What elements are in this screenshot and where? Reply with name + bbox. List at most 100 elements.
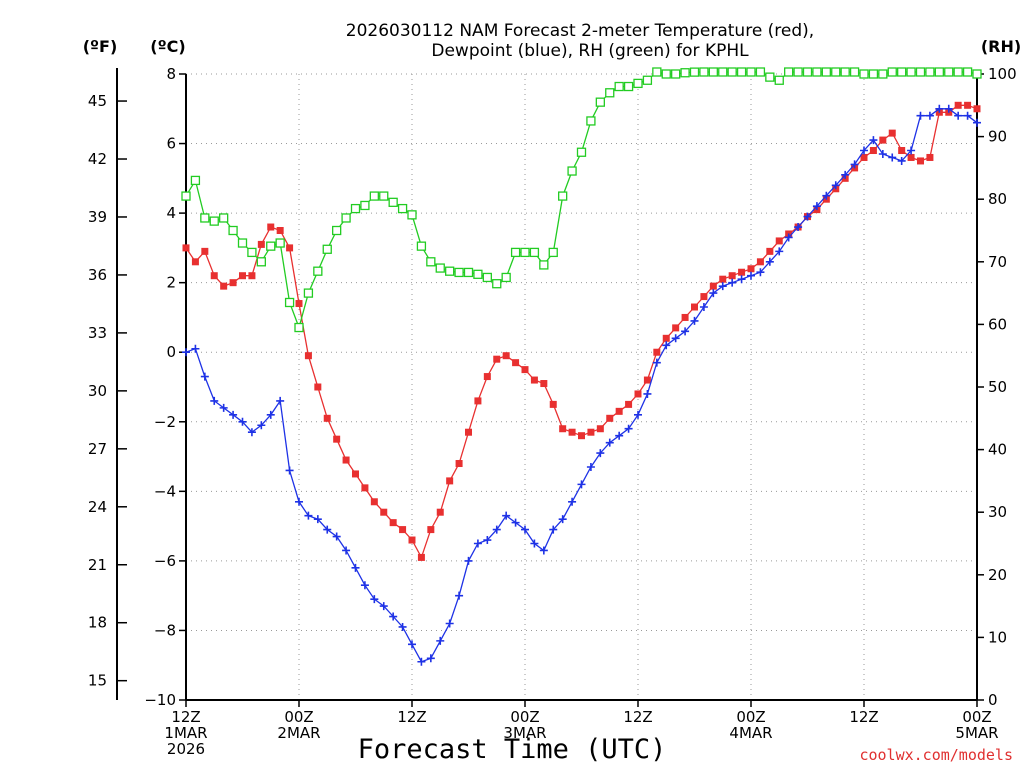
temperature-point: [879, 136, 887, 144]
dewpoint-point: [351, 563, 360, 572]
temperature-point: [700, 293, 708, 301]
dewpoint-point: [850, 160, 859, 169]
dewpoint-point: [398, 622, 407, 631]
time-tick-label-line: 00Z: [962, 708, 991, 726]
rh-point: [944, 67, 954, 77]
dewpoint-point: [662, 341, 671, 350]
temperature-point: [606, 414, 614, 422]
dewpoint-point: [238, 417, 247, 426]
rh-point: [435, 263, 445, 273]
dewpoint-point: [671, 334, 680, 343]
rh-point: [181, 191, 191, 201]
rh-tick-label: 50: [988, 378, 1007, 396]
rh-point: [219, 213, 229, 223]
rh-point: [699, 67, 709, 77]
dewpoint-point: [803, 212, 812, 221]
dewpoint-point: [784, 233, 793, 242]
temperature-point: [681, 313, 689, 321]
temperature-point: [182, 244, 190, 252]
dewpoint-point: [539, 546, 548, 555]
dewpoint-point: [426, 654, 435, 663]
dewpoint-point: [935, 104, 944, 113]
celsius-tick-label: 8: [166, 65, 176, 83]
temperature-point: [964, 101, 972, 109]
fahrenheit-tick-label: 45: [88, 92, 107, 110]
chart-title-line2: Dewpoint (blue), RH (green) for KPHL: [431, 41, 749, 61]
time-tick-label-line: 2026: [167, 740, 205, 758]
temperature-point: [643, 376, 651, 384]
dewpoint-point: [379, 602, 388, 611]
temperature-point: [417, 553, 425, 561]
dewpoint-point: [944, 104, 953, 113]
x-axis-title: Forecast Time (UTC): [358, 734, 667, 765]
rh-point: [595, 97, 605, 107]
celsius-tick-label: −2: [154, 413, 176, 431]
temperature-point: [493, 355, 501, 363]
temperature-point: [672, 324, 680, 332]
rh-point: [388, 197, 398, 207]
time-tick-label-line: 5MAR: [955, 724, 998, 742]
dewpoint-point: [709, 289, 718, 298]
dewpoint-point: [323, 525, 332, 534]
fahrenheit-tick-label: 21: [88, 556, 107, 574]
temperature-point: [662, 334, 670, 342]
dewpoint-point: [389, 612, 398, 621]
time-tick-label-line: 4MAR: [729, 724, 772, 742]
temperature-point: [860, 153, 868, 161]
temperature-point: [756, 258, 764, 266]
temperature-point: [333, 435, 341, 443]
dewpoint-point: [954, 111, 963, 120]
dewpoint-point: [699, 303, 708, 312]
rh-point: [897, 67, 907, 77]
temperature-point: [719, 275, 727, 283]
celsius-tick-label: 0: [166, 343, 176, 361]
temperature-point: [408, 536, 416, 544]
rh-point: [859, 69, 869, 79]
site-credit: coolwx.com/models: [859, 746, 1013, 764]
series-layer: [181, 67, 982, 666]
temperature-point: [210, 272, 218, 280]
rh-point: [915, 67, 926, 77]
axes: −10−8−6−4−202468151821242730333639424501…: [88, 65, 1017, 758]
dewpoint-point: [596, 449, 605, 458]
rh-point: [501, 272, 511, 283]
dewpoint-point: [690, 316, 699, 325]
temperature-point: [775, 237, 783, 245]
temperature-point: [229, 279, 237, 287]
time-tick-label: 12Z: [849, 708, 878, 726]
rh-point: [755, 67, 766, 77]
rh-point: [972, 69, 982, 79]
temperature-point: [540, 380, 548, 388]
temperature-point: [342, 456, 350, 464]
temperature-point: [738, 268, 746, 276]
dewpoint-point: [841, 170, 850, 179]
rh-point: [313, 266, 323, 276]
dewpoint-point: [530, 539, 539, 548]
temperature-point: [596, 425, 604, 433]
dewpoint-point: [408, 640, 416, 649]
dewpoint-point: [634, 410, 642, 419]
rh-point: [812, 67, 822, 77]
temperature-point: [653, 348, 661, 356]
time-tick-label-line: 00Z: [736, 708, 765, 726]
dewpoint-point: [765, 257, 774, 266]
dewpoint-point: [963, 111, 972, 120]
temperature-point: [239, 272, 246, 280]
fahrenheit-tick-label: 39: [88, 208, 107, 226]
dewpoint-point: [445, 619, 454, 628]
temperature-point: [257, 240, 265, 248]
time-tick-label-line: 1MAR: [164, 724, 207, 742]
dewpoint-point: [473, 539, 482, 548]
rh-point: [360, 200, 370, 211]
temperature-point: [907, 153, 915, 161]
rh-point: [558, 191, 568, 201]
temperature-point: [465, 428, 472, 436]
temperature-point: [474, 397, 482, 405]
rh-point: [765, 72, 775, 82]
dewpoint-point: [285, 466, 294, 475]
time-tick-label-line: 12Z: [397, 708, 426, 726]
dewpoint-point: [304, 511, 313, 520]
dewpoint-point: [775, 247, 784, 256]
temperature-point: [917, 157, 924, 165]
time-tick-label: 12Z: [397, 708, 426, 726]
